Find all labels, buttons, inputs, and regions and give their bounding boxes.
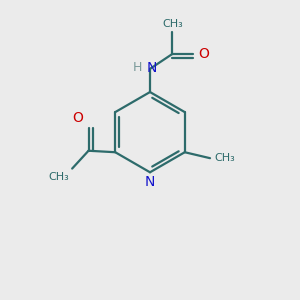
Text: H: H (133, 61, 142, 74)
Text: CH₃: CH₃ (162, 19, 183, 29)
Text: CH₃: CH₃ (214, 153, 235, 163)
Text: O: O (72, 112, 83, 125)
Text: N: N (145, 175, 155, 189)
Text: O: O (198, 47, 209, 61)
Text: CH₃: CH₃ (48, 172, 69, 182)
Text: N: N (147, 61, 158, 75)
